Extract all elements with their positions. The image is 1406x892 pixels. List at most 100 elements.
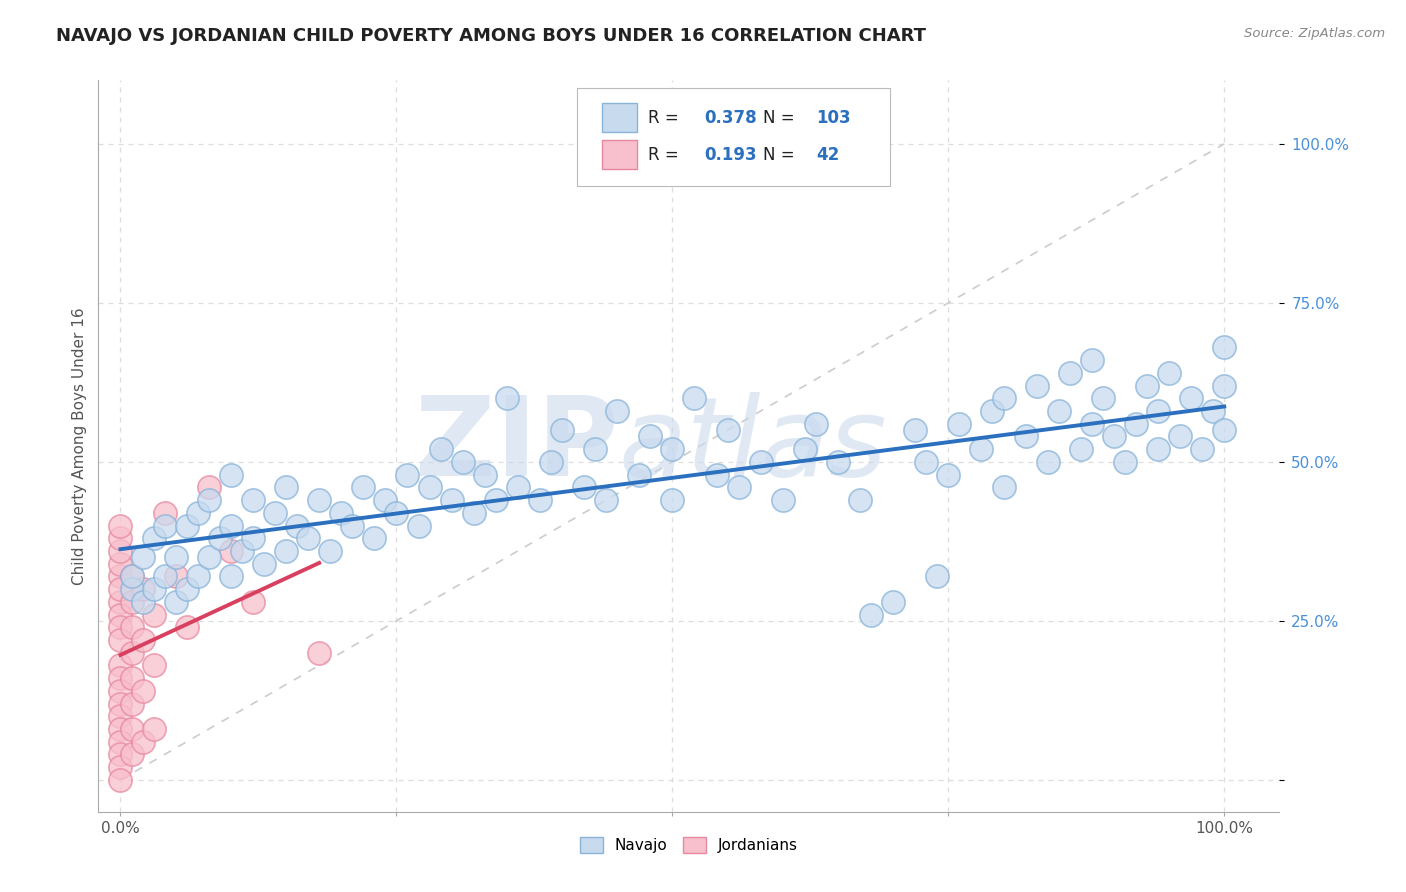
Point — [198, 493, 221, 508]
Point — [121, 569, 143, 583]
Point — [1168, 429, 1191, 443]
Point — [1125, 417, 1147, 431]
Point — [110, 658, 132, 673]
Point — [993, 480, 1015, 494]
Point — [1147, 404, 1170, 418]
Point — [342, 518, 364, 533]
Point — [165, 550, 187, 565]
Point — [1202, 404, 1225, 418]
Text: atlas: atlas — [619, 392, 887, 500]
Point — [408, 518, 430, 533]
Point — [153, 569, 176, 583]
Point — [219, 467, 242, 482]
Text: Source: ZipAtlas.com: Source: ZipAtlas.com — [1244, 27, 1385, 40]
Point — [595, 493, 617, 508]
FancyBboxPatch shape — [602, 139, 637, 169]
Text: R =: R = — [648, 110, 683, 128]
Point — [110, 582, 132, 596]
Point — [1213, 378, 1236, 392]
Point — [1025, 378, 1047, 392]
Point — [749, 455, 772, 469]
Point — [948, 417, 970, 431]
Point — [253, 557, 276, 571]
Point — [981, 404, 1004, 418]
Point — [110, 632, 132, 647]
Point — [363, 531, 385, 545]
Point — [1081, 353, 1104, 368]
Point — [121, 646, 143, 660]
Point — [628, 467, 651, 482]
Point — [121, 595, 143, 609]
Point — [1047, 404, 1070, 418]
Point — [121, 620, 143, 634]
Text: ZIP: ZIP — [415, 392, 619, 500]
Point — [429, 442, 451, 457]
Point — [1157, 366, 1180, 380]
Legend: Navajo, Jordanians: Navajo, Jordanians — [574, 830, 804, 859]
Point — [1014, 429, 1036, 443]
Point — [110, 557, 132, 571]
Point — [110, 671, 132, 685]
Point — [463, 506, 485, 520]
Point — [110, 722, 132, 736]
Point — [419, 480, 441, 494]
Point — [297, 531, 319, 545]
Point — [198, 550, 221, 565]
Point — [319, 544, 342, 558]
Point — [110, 760, 132, 774]
Text: R =: R = — [648, 146, 683, 164]
Point — [1091, 392, 1114, 406]
Point — [706, 467, 728, 482]
Point — [110, 747, 132, 762]
Point — [208, 531, 231, 545]
Point — [121, 722, 143, 736]
Point — [529, 493, 551, 508]
Point — [683, 392, 706, 406]
Point — [970, 442, 993, 457]
Point — [176, 582, 198, 596]
Text: N =: N = — [763, 110, 800, 128]
Point — [110, 544, 132, 558]
Point — [1081, 417, 1104, 431]
Point — [451, 455, 474, 469]
Point — [927, 569, 949, 583]
Point — [242, 531, 264, 545]
Point — [716, 423, 738, 437]
Point — [374, 493, 396, 508]
Point — [231, 544, 253, 558]
Point — [242, 493, 264, 508]
Point — [131, 582, 153, 596]
Point — [606, 404, 628, 418]
Point — [176, 518, 198, 533]
Point — [352, 480, 374, 494]
Point — [285, 518, 308, 533]
Point — [165, 569, 187, 583]
Point — [121, 747, 143, 762]
Point — [882, 595, 904, 609]
Point — [187, 569, 209, 583]
Point — [121, 569, 143, 583]
Point — [121, 582, 143, 596]
Point — [110, 684, 132, 698]
Point — [1191, 442, 1213, 457]
Point — [495, 392, 517, 406]
Point — [153, 518, 176, 533]
Point — [121, 671, 143, 685]
Y-axis label: Child Poverty Among Boys Under 16: Child Poverty Among Boys Under 16 — [72, 307, 87, 585]
Point — [915, 455, 938, 469]
Text: 42: 42 — [817, 146, 839, 164]
Point — [131, 595, 153, 609]
Point — [274, 480, 297, 494]
Point — [242, 595, 264, 609]
Point — [110, 595, 132, 609]
Point — [396, 467, 419, 482]
Text: N =: N = — [763, 146, 800, 164]
Point — [165, 595, 187, 609]
Point — [772, 493, 794, 508]
Point — [793, 442, 815, 457]
Point — [110, 518, 132, 533]
Point — [1213, 340, 1236, 354]
Point — [827, 455, 849, 469]
Point — [308, 493, 330, 508]
Point — [1147, 442, 1170, 457]
